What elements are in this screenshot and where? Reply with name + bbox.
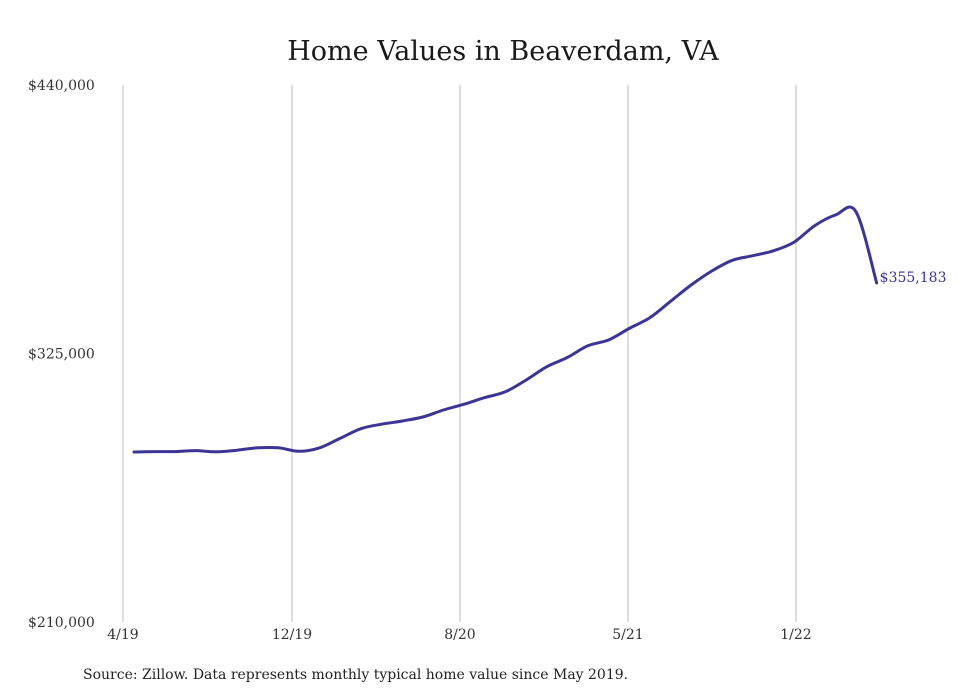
x-tick-label: 5/21 bbox=[612, 627, 643, 643]
x-tick-label: 8/20 bbox=[444, 627, 475, 643]
source-note: Source: Zillow. Data represents monthly … bbox=[83, 667, 629, 683]
y-axis-ticks: $440,000 $325,000 $210,000 bbox=[28, 78, 95, 631]
x-tick-label: 4/19 bbox=[107, 627, 138, 643]
y-tick-label: $440,000 bbox=[28, 78, 95, 94]
x-tick-label: 12/19 bbox=[272, 627, 312, 643]
chart-title: Home Values in Beaverdam, VA bbox=[287, 36, 719, 67]
y-tick-label: $210,000 bbox=[28, 615, 95, 631]
gridlines bbox=[122, 85, 797, 622]
series-line bbox=[132, 205, 879, 454]
home-values-chart: Home Values in Beaverdam, VA $440,000 $32… bbox=[28, 36, 947, 643]
end-value-label: $355,183 bbox=[880, 270, 947, 286]
series-layer: $355,183 bbox=[132, 205, 947, 454]
y-tick-label: $325,000 bbox=[28, 347, 95, 363]
x-tick-label: 1/22 bbox=[780, 627, 811, 643]
x-axis-ticks: 4/19 12/19 8/20 5/21 1/22 bbox=[107, 627, 811, 643]
